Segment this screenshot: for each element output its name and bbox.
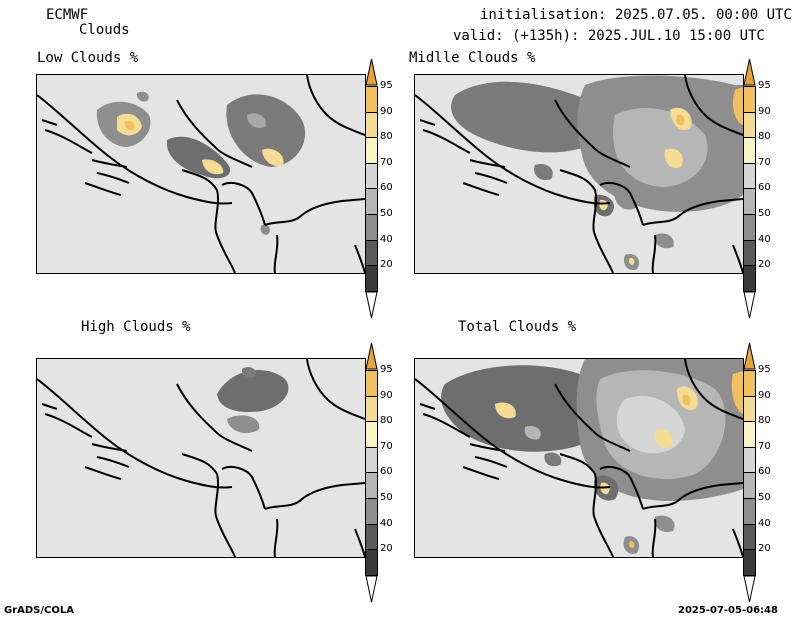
cloud-patches bbox=[217, 366, 289, 434]
colorbar-level-label: 70 bbox=[758, 156, 771, 168]
colorbar-segment bbox=[743, 446, 756, 474]
country-borders bbox=[415, 359, 743, 557]
country-borders bbox=[37, 75, 365, 273]
colorbar-segment bbox=[743, 188, 756, 215]
colorbar-segment bbox=[365, 395, 378, 423]
colorbar-level-label: 40 bbox=[380, 517, 393, 529]
cloud-patches bbox=[441, 359, 743, 554]
colorbar-segment bbox=[743, 549, 756, 576]
footer-credit: GrADS/COLA bbox=[4, 605, 74, 616]
colorbar-segment bbox=[743, 498, 756, 525]
colorbar-level-label: 60 bbox=[758, 466, 771, 478]
colorbar-bottom-arrow bbox=[365, 291, 378, 319]
colorbar-segment bbox=[743, 239, 756, 267]
low-clouds-map bbox=[36, 74, 366, 274]
cloud-patches bbox=[96, 91, 306, 235]
colorbar-top-arrow bbox=[365, 58, 378, 86]
colorbar-segment bbox=[365, 111, 378, 139]
model-label: ECMWF bbox=[46, 7, 89, 23]
colorbar-segment bbox=[743, 86, 756, 113]
colorbar-segment bbox=[365, 523, 378, 551]
colorbar-segment bbox=[365, 137, 378, 164]
colorbar-high: 95 90 80 70 60 50 40 20 bbox=[365, 342, 407, 602]
high-clouds-map bbox=[36, 358, 366, 558]
colorbar-level-label: 60 bbox=[380, 466, 393, 478]
colorbar-segment bbox=[365, 188, 378, 215]
colorbar-segment bbox=[365, 472, 378, 499]
colorbar-segment bbox=[743, 523, 756, 551]
colorbar-level-label: 90 bbox=[758, 389, 771, 401]
colorbar-level-label: 95 bbox=[758, 80, 771, 91]
colorbar-level-label: 50 bbox=[380, 208, 393, 219]
colorbar-segment bbox=[365, 549, 378, 576]
colorbar-segment bbox=[743, 265, 756, 292]
colorbar-level-label: 70 bbox=[758, 440, 771, 452]
colorbar-segment bbox=[743, 421, 756, 448]
panel-title-high: High Clouds % bbox=[81, 319, 191, 335]
colorbar-top-arrow bbox=[365, 342, 378, 370]
colorbar-top-arrow bbox=[743, 58, 756, 86]
colorbar-level-label: 40 bbox=[758, 233, 771, 245]
colorbar-level-label: 70 bbox=[380, 440, 393, 452]
colorbar-level-label: 60 bbox=[380, 182, 393, 194]
colorbar-segment bbox=[365, 446, 378, 474]
colorbar-level-label: 70 bbox=[380, 156, 393, 168]
panel-title-total: Total Clouds % bbox=[458, 319, 577, 335]
field-label: Clouds bbox=[79, 22, 130, 38]
colorbar-level-label: 60 bbox=[758, 182, 771, 194]
colorbar-middle: 95 90 80 70 60 50 40 20 bbox=[743, 58, 785, 318]
colorbar-level-label: 80 bbox=[380, 415, 393, 427]
colorbar-low: 95 90 80 70 60 50 40 20 bbox=[365, 58, 407, 318]
colorbar-bottom-arrow bbox=[365, 575, 378, 603]
init-time: initialisation: 2025.07.05. 00:00 UTC bbox=[480, 7, 792, 23]
colorbar-segment bbox=[365, 86, 378, 113]
colorbar-segment bbox=[743, 370, 756, 397]
footer-timestamp: 2025-07-05-06:48 bbox=[678, 605, 778, 616]
colorbar-level-label: 90 bbox=[758, 105, 771, 117]
colorbar-level-label: 95 bbox=[380, 80, 393, 91]
colorbar-level-label: 40 bbox=[758, 517, 771, 529]
cloud-patches bbox=[451, 75, 743, 271]
colorbar-level-label: 80 bbox=[758, 415, 771, 427]
colorbar-level-label: 90 bbox=[380, 105, 393, 117]
country-borders bbox=[415, 75, 743, 273]
colorbar-level-label: 50 bbox=[758, 492, 771, 503]
colorbar-bottom-arrow bbox=[743, 575, 756, 603]
colorbar-segment bbox=[365, 370, 378, 397]
panel-title-middle: Midlle Clouds % bbox=[409, 50, 536, 66]
colorbar-segment bbox=[743, 214, 756, 241]
colorbar-level-label: 90 bbox=[380, 389, 393, 401]
valid-time: valid: (+135h): 2025.JUL.10 15:00 UTC bbox=[453, 28, 765, 44]
colorbar-level-label: 20 bbox=[380, 543, 393, 555]
colorbar-segment bbox=[365, 421, 378, 448]
colorbar-level-label: 20 bbox=[758, 259, 771, 271]
colorbar-segment bbox=[365, 162, 378, 190]
middle-clouds-map bbox=[414, 74, 744, 274]
colorbar-segment bbox=[743, 111, 756, 139]
colorbar-segment bbox=[365, 265, 378, 292]
colorbar-total: 95 90 80 70 60 50 40 20 bbox=[743, 342, 785, 602]
colorbar-level-label: 40 bbox=[380, 233, 393, 245]
colorbar-level-label: 80 bbox=[380, 131, 393, 143]
colorbar-bottom-arrow bbox=[743, 291, 756, 319]
colorbar-level-label: 80 bbox=[758, 131, 771, 143]
colorbar-level-label: 95 bbox=[758, 364, 771, 375]
colorbar-segment bbox=[743, 472, 756, 499]
colorbar-segment bbox=[365, 498, 378, 525]
country-borders bbox=[37, 359, 365, 557]
colorbar-top-arrow bbox=[743, 342, 756, 370]
colorbar-level-label: 50 bbox=[380, 492, 393, 503]
colorbar-segment bbox=[365, 214, 378, 241]
colorbar-level-label: 20 bbox=[758, 543, 771, 555]
colorbar-segment bbox=[743, 137, 756, 164]
panel-title-low: Low Clouds % bbox=[37, 50, 139, 66]
colorbar-segment bbox=[743, 162, 756, 190]
colorbar-segment bbox=[743, 395, 756, 423]
colorbar-level-label: 50 bbox=[758, 208, 771, 219]
colorbar-segment bbox=[365, 239, 378, 267]
colorbar-level-label: 95 bbox=[380, 364, 393, 375]
total-clouds-map bbox=[414, 358, 744, 558]
colorbar-level-label: 20 bbox=[380, 259, 393, 271]
